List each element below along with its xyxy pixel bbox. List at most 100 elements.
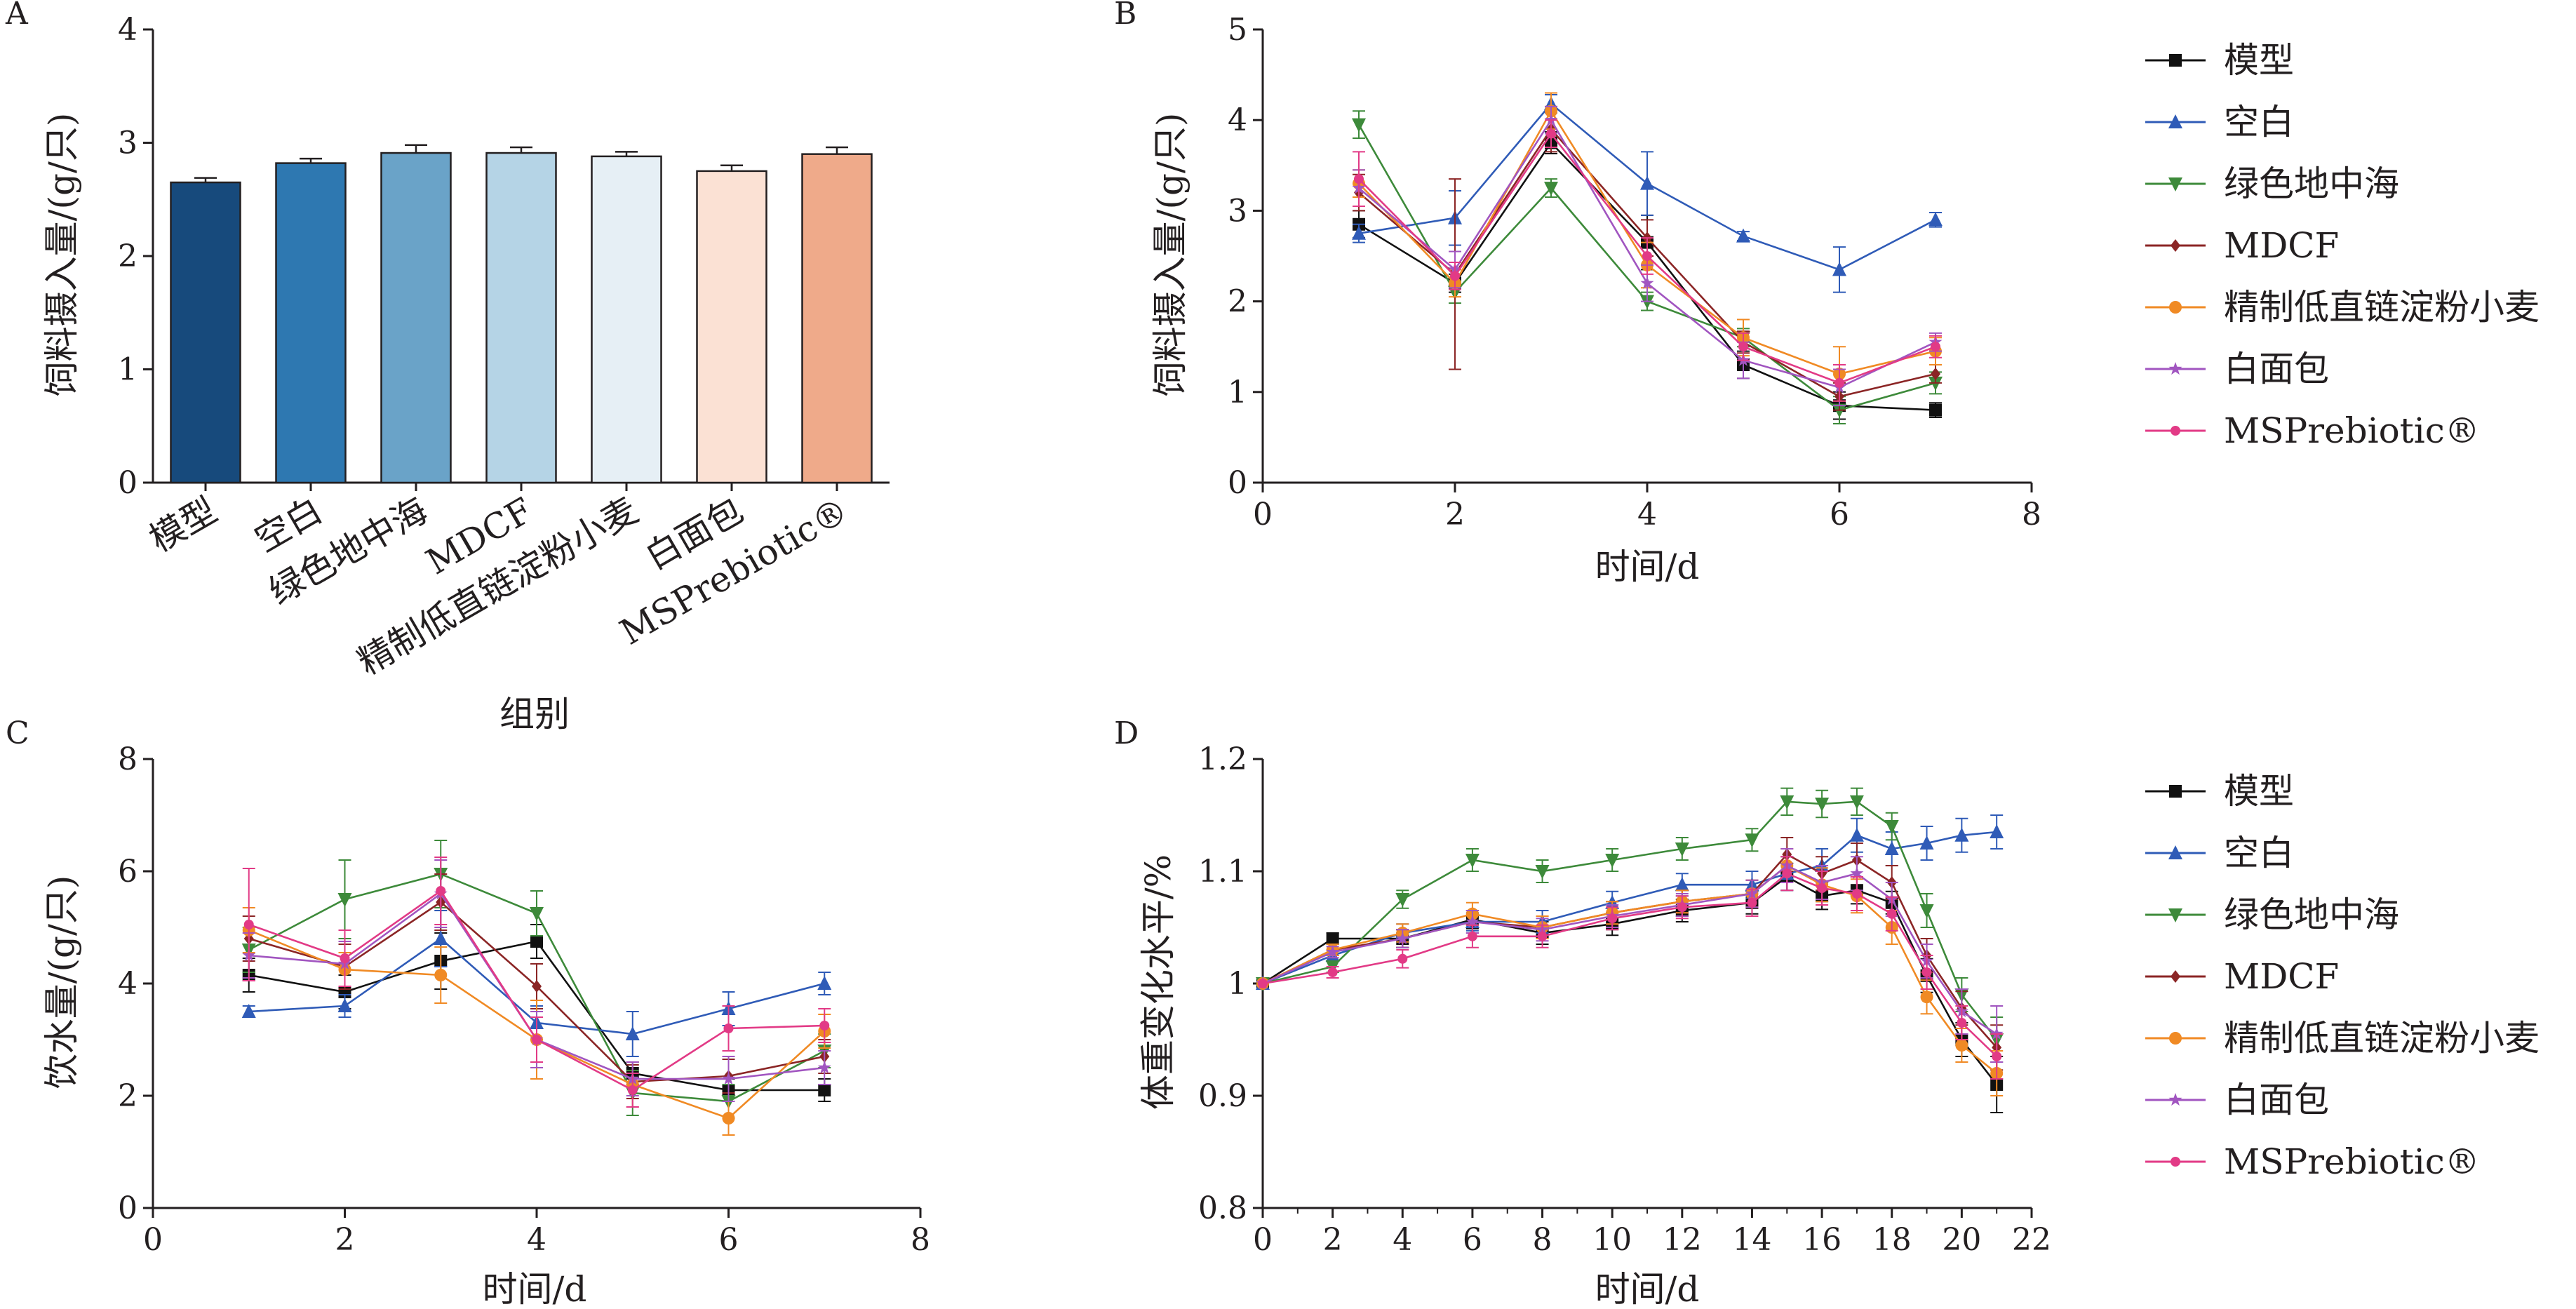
panel-b-data-point <box>1738 342 1748 352</box>
bar-item <box>696 170 767 484</box>
panel-b-data-point <box>1832 262 1846 276</box>
panel-c-data-point <box>241 1004 256 1018</box>
bar-item <box>275 162 347 484</box>
panel-letter-c: C <box>6 716 29 751</box>
panel-d-data-point <box>1849 795 1864 810</box>
panel-d-legend-marker <box>2171 970 2180 983</box>
panel-b-legend-marker <box>2169 54 2182 67</box>
panel-d-data-point <box>1780 795 1795 810</box>
panel-b-x-tick-label: 0 <box>1253 497 1273 532</box>
panel-a-y-axis-title: 饲料摄入量/(g/只) <box>41 113 82 397</box>
panel-d-x-tick-label: 10 <box>1592 1222 1632 1258</box>
panel-d-data-point <box>1327 967 1338 977</box>
panel-d-data-point <box>1815 798 1830 812</box>
panel-d-data-point <box>1954 827 1969 842</box>
panel-c-data-point <box>337 893 352 907</box>
panel-d-data-point <box>1886 908 1897 919</box>
panel-d-legend-marker <box>2171 1157 2180 1167</box>
panel-d-x-tick-label: 20 <box>1942 1222 1981 1258</box>
panel-c-y-tick-label: 0 <box>118 1190 137 1226</box>
panel-c-y-tick-label: 2 <box>118 1078 137 1114</box>
panel-b-x-tick-label: 4 <box>1637 497 1657 532</box>
panel-b-y-tick-label: 3 <box>1228 193 1247 229</box>
panel-b-legend-label: 白面包 <box>2224 349 2329 389</box>
panel-d-y-axis-title: 体重变化水平/% <box>1138 854 1179 1110</box>
panel-b-legend-label: 绿色地中海 <box>2224 163 2399 204</box>
panel-c-data-point <box>722 1072 735 1085</box>
panel-c-y-tick-label: 6 <box>118 854 137 890</box>
panel-a-y-tick-label: 4 <box>118 12 137 48</box>
panel-c-data-point <box>819 1021 830 1031</box>
panel-d-x-tick-label: 8 <box>1533 1222 1552 1258</box>
panel-d-legend-marker <box>2169 785 2182 798</box>
panel-d-data-point <box>1850 866 1864 880</box>
panel-b-legend-label: 空白 <box>2224 102 2294 142</box>
panel-d-y-tick-label: 0.9 <box>1198 1078 1247 1114</box>
panel-b-legend-label: MSPrebiotic® <box>2224 410 2480 451</box>
panel-b-data-point <box>1640 175 1654 190</box>
panel-c-data-point <box>723 1023 734 1033</box>
panel-d-legend-marker <box>2169 1032 2182 1045</box>
panel-c-plot: 0 2 4 6 8 0 2 4 6 8 <box>118 741 930 1258</box>
panel-b-data-point <box>1929 403 1942 417</box>
bar-item <box>380 152 452 484</box>
panel-d-x-tick-label: 6 <box>1463 1222 1482 1258</box>
panel-b-y-axis-title: 饲料摄入量/(g/只) <box>1150 113 1190 397</box>
panel-b-data-point <box>1352 225 1366 240</box>
bar-msprebiotic <box>801 153 873 484</box>
panel-b-data-point <box>1544 182 1558 196</box>
panel-b-legend-marker <box>2168 362 2182 375</box>
panel-b-legend-marker <box>2168 177 2182 192</box>
panel-d-data-point <box>1467 931 1477 941</box>
panel-d-data-point <box>1605 854 1620 868</box>
bar-mdcf <box>485 152 557 484</box>
bar-item <box>591 155 662 484</box>
panel-d-data-point <box>1921 967 1932 977</box>
panel-d-data-point <box>1537 931 1548 941</box>
panel-d-legend-label: 绿色地中海 <box>2224 894 2399 935</box>
panel-c-x-axis-title: 时间/d <box>483 1269 587 1309</box>
panel-c-x-tick-label: 8 <box>911 1222 930 1258</box>
panel-d-series-line <box>1262 853 1998 1049</box>
panel-a-y-tick-label: 0 <box>118 465 137 501</box>
panel-c-x-tick-label: 0 <box>143 1222 163 1258</box>
panel-b-legend-marker <box>2171 239 2180 252</box>
panel-d-legend-label: MDCF <box>2224 956 2339 997</box>
panel-d-series-2 <box>1256 787 2004 1063</box>
panel-c-x-tick-label: 2 <box>335 1222 355 1258</box>
panel-d-legend-marker <box>2168 908 2182 922</box>
panel-d-data-point <box>1258 979 1268 988</box>
panel-d-data-point <box>1849 827 1864 842</box>
panel-d-data-point <box>1395 932 1409 945</box>
panel-b-legend-marker <box>2169 301 2182 314</box>
panel-d-legend-label: 模型 <box>2224 771 2294 812</box>
panel-b-data-point <box>1834 377 1844 388</box>
panel-b-x-tick-label: 6 <box>1830 497 1849 532</box>
panel-b-data-point <box>1354 174 1364 184</box>
panel-d-y-tick-label: 1.1 <box>1198 854 1247 890</box>
panel-d-x-tick-label: 14 <box>1732 1222 1771 1258</box>
panel-b-data-point <box>1931 367 1940 380</box>
panel-b-data-point <box>1640 276 1654 289</box>
panel-c-data-point <box>532 1035 542 1045</box>
panel-c-data-point <box>818 1084 831 1096</box>
panel-b-y-tick-label: 5 <box>1228 12 1247 48</box>
panel-d-data-point <box>1397 953 1408 964</box>
panel-d-data-point <box>1957 1018 1967 1028</box>
panel-c-data-point <box>530 935 543 948</box>
panel-d-x-tick-label: 18 <box>1872 1222 1912 1258</box>
panel-d-y-tick-label: 1 <box>1228 966 1247 1002</box>
panel-c-x-tick-label: 4 <box>527 1222 546 1258</box>
panel-b-data-point <box>1928 212 1943 227</box>
panel-c-line-chart: 0 2 4 6 8 0 2 4 6 8 饮水量/(g/只) 时间/d <box>41 741 930 1309</box>
panel-b-x-tick-label: 2 <box>1445 497 1465 532</box>
panel-c-data-point <box>434 931 448 945</box>
panel-d-data-point <box>1884 820 1899 834</box>
panel-d-x-tick-label: 0 <box>1253 1222 1273 1258</box>
panel-d-series-3 <box>1258 837 2004 1071</box>
panel-b-x-axis-title: 时间/d <box>1595 546 1700 587</box>
panel-d-data-point <box>1607 913 1618 924</box>
